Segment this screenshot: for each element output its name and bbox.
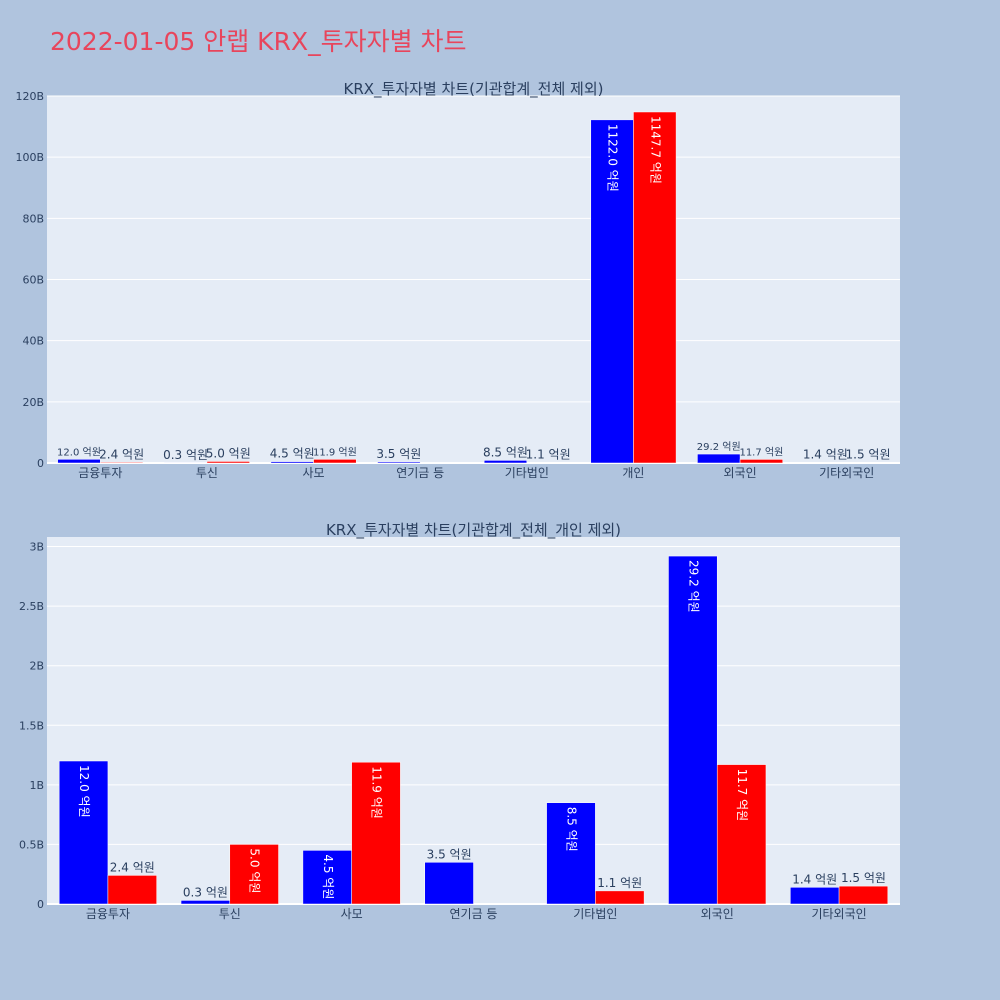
y-tick-label: 20B (22, 396, 44, 409)
data-label: 1122.0 억원 (606, 124, 620, 192)
chart-title: KRX_투자자별 차트(기관합계_전체 제외) (344, 80, 604, 99)
data-label: 2.4 억원 (99, 447, 144, 461)
y-tick-label: 2B (29, 660, 44, 673)
data-label: 0.3 억원 (183, 885, 228, 899)
y-tick-label: 3B (29, 541, 44, 554)
x-tick-label: 금융투자 (86, 907, 130, 921)
buy-bar (58, 760, 109, 905)
sell-bar (229, 844, 279, 905)
x-tick-label: 기타외국인 (811, 907, 866, 921)
data-label: 1.4 억원 (792, 872, 837, 886)
x-tick-label: 투신 (196, 466, 218, 480)
sell-bar (206, 461, 250, 464)
data-label: 12.0 억원 (57, 446, 101, 458)
data-label: 1147.7 억원 (648, 116, 662, 184)
chart-title: KRX_투자자별 차트(기관합계_전체_개인 제외) (326, 521, 621, 540)
x-tick-label: 개인 (622, 466, 644, 480)
sell-bar (107, 875, 157, 905)
y-tick-label: 80B (22, 212, 44, 225)
sell-bar (595, 890, 645, 905)
data-label: 4.5 억원 (270, 447, 315, 461)
data-label: 1.1 억원 (526, 448, 571, 462)
data-label: 8.5 억원 (564, 807, 578, 852)
data-label: 4.5 억원 (321, 854, 335, 899)
sell-bar (313, 459, 357, 464)
buy-bar (790, 887, 840, 905)
chart-2: 0 0.5B 1B 1.5B 2B 2.5B 3B KRX_투자자별 차트(기관합계_전체_개… (19, 521, 900, 921)
sell-bar (838, 885, 889, 905)
chart-1: 0 20B 40B 60B 80B 100B 120B KRX_투자자별 차트(기관합계_전체… (15, 80, 900, 480)
sell-bar (633, 111, 677, 464)
data-label: 11.7 억원 (735, 769, 749, 822)
x-tick-label: 사모 (303, 466, 325, 480)
buy-bar (377, 461, 421, 464)
x-tick-label: 연기금 등 (450, 907, 498, 921)
data-label: 1.5 억원 (841, 871, 886, 885)
data-label: 8.5 억원 (483, 445, 528, 459)
data-label: 3.5 억원 (376, 447, 421, 461)
y-tick-label: 0 (37, 898, 44, 911)
y-tick-label: 40B (22, 335, 44, 348)
y-tick-label: 2.5B (19, 600, 44, 613)
buy-bar (668, 555, 718, 905)
y-tick-label: 0.5B (19, 838, 44, 851)
plot-area (47, 537, 900, 904)
data-label: 12.0 억원 (77, 765, 91, 818)
buy-bar (424, 862, 474, 905)
x-tick-label: 외국인 (701, 907, 734, 921)
data-label: 11.9 억원 (313, 446, 357, 458)
page-title: 2022-01-05 안랩 KRX_투자자별 차트 (50, 27, 467, 56)
data-label: 0.3 억원 (163, 448, 208, 462)
x-tick-label: 기타법인 (505, 466, 549, 480)
sell-bar (100, 462, 144, 464)
data-label: 1.5 억원 (846, 448, 891, 462)
buy-bar (546, 802, 596, 905)
y-tick-label: 120B (15, 90, 44, 103)
data-label: 5.0 억원 (248, 848, 262, 893)
x-tick-label: 금융투자 (78, 466, 122, 480)
buy-bar (483, 460, 528, 464)
sell-bar (716, 764, 767, 905)
data-label: 3.5 억원 (427, 847, 472, 861)
buy-bar (302, 850, 352, 905)
y-tick-label: 1B (29, 779, 44, 792)
data-label: 1.4 억원 (803, 448, 848, 462)
y-tick-label: 100B (15, 151, 44, 164)
x-tick-label: 투신 (219, 907, 241, 921)
buy-bar (180, 900, 231, 905)
data-label: 29.2 억원 (697, 441, 741, 453)
y-tick-label: 60B (22, 274, 44, 287)
y-tick-label: 1.5B (19, 719, 44, 732)
x-tick-label: 외국인 (724, 466, 757, 480)
buy-bar (697, 453, 741, 464)
data-label: 11.7 억원 (739, 446, 783, 458)
data-label: 11.9 억원 (370, 766, 384, 819)
sell-bar (351, 761, 401, 905)
buy-bar (590, 119, 634, 464)
sell-bar (739, 459, 783, 464)
data-label: 2.4 억원 (110, 860, 155, 874)
x-tick-label: 기타법인 (573, 907, 617, 921)
x-tick-label: 연기금 등 (396, 466, 444, 480)
y-tick-label: 0 (37, 457, 44, 470)
buy-bar (57, 459, 101, 464)
buy-bar (270, 461, 314, 464)
data-label: 1.1 억원 (597, 876, 642, 890)
data-label: 5.0 억원 (206, 446, 251, 460)
data-label: 29.2 억원 (686, 560, 700, 613)
x-tick-label: 사모 (341, 907, 363, 921)
x-tick-label: 기타외국인 (819, 466, 874, 480)
